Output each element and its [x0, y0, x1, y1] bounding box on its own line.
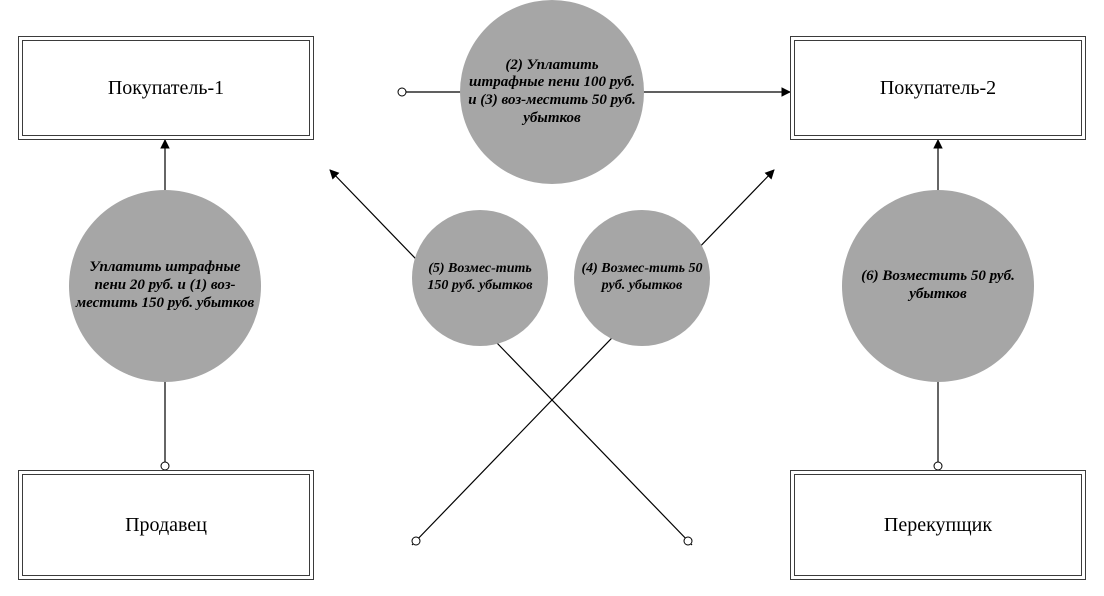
circle-mid-right-label: (4) Возмес-тить 50 руб. убытков: [576, 257, 708, 298]
box-seller: Продавец: [18, 470, 314, 580]
edge-cross-to-buyer2-tail: [412, 537, 420, 545]
box-buyer2-label: Покупатель-2: [880, 76, 996, 100]
circle-right: (6) Возместить 50 руб. убытков: [842, 190, 1034, 382]
circle-mid-right: (4) Возмес-тить 50 руб. убытков: [574, 210, 710, 346]
circle-left-label: Уплатить штрафные пени 20 руб. и (1) воз…: [71, 255, 259, 316]
box-buyer1-label: Покупатель-1: [108, 76, 224, 100]
edge-buyer1-to-buyer2-tail: [398, 88, 406, 96]
circle-mid-left: (5) Возмес-тить 150 руб. убытков: [412, 210, 548, 346]
edge-cross-to-buyer1-tail: [684, 537, 692, 545]
circle-top: (2) Уплатить штрафные пени 100 руб. и (3…: [460, 0, 644, 184]
diagram-stage: Покупатель-1 Покупатель-2 Продавец Перек…: [0, 0, 1104, 596]
circle-left: Уплатить штрафные пени 20 руб. и (1) воз…: [69, 190, 261, 382]
box-reseller-label: Перекупщик: [884, 513, 992, 537]
circle-mid-left-label: (5) Возмес-тить 150 руб. убытков: [414, 257, 546, 298]
edge-seller-to-buyer1-tail: [161, 462, 169, 470]
circle-top-label: (2) Уплатить штрафные пени 100 руб. и (3…: [462, 53, 642, 132]
box-buyer1: Покупатель-1: [18, 36, 314, 140]
box-reseller: Перекупщик: [790, 470, 1086, 580]
box-buyer2: Покупатель-2: [790, 36, 1086, 140]
box-seller-label: Продавец: [125, 513, 207, 537]
circle-right-label: (6) Возместить 50 руб. убытков: [844, 264, 1032, 307]
edge-reseller-to-buyer2-tail: [934, 462, 942, 470]
